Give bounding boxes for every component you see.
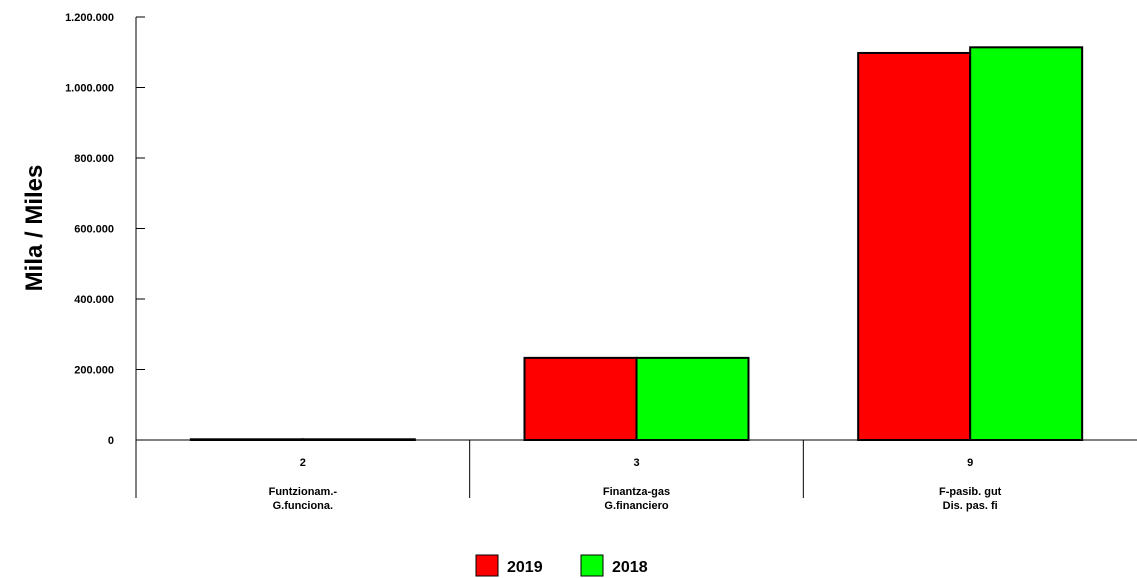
y-tick-label: 1.000.000	[65, 83, 114, 95]
bar-2018-2	[301, 438, 416, 442]
bar-2019-3	[523, 356, 638, 441]
category-name-label: Finantza-gas	[603, 486, 670, 498]
y-tick-label: 1.200.000	[65, 12, 114, 24]
bars	[189, 46, 1084, 442]
y-tick-label: 0	[108, 435, 114, 447]
bar-2018-3	[635, 356, 750, 441]
y-tick-label: 400.000	[74, 294, 114, 306]
legend-swatch-2019	[475, 554, 499, 577]
y-axis-label: Mila / Miles	[21, 165, 48, 292]
category-code-label: 2	[300, 457, 306, 469]
bar-2019-2	[189, 438, 304, 442]
category-code-label: 3	[633, 457, 639, 469]
category-name-label: G.financiero	[604, 500, 668, 512]
legend-label: 2018	[612, 559, 648, 576]
category-name-label: Dis. pas. fi	[943, 500, 998, 512]
y-tick-label: 800.000	[74, 153, 114, 165]
y-tick-label: 600.000	[74, 224, 114, 236]
bar-2019-9	[857, 51, 972, 442]
category-name-label: G.funciona.	[273, 500, 334, 512]
bar-2018-9	[969, 46, 1084, 441]
x-axis: 2 Funtzionam.- G.funciona. 3 Finantza-gas G.f…	[136, 439, 1137, 512]
legend-label: 2019	[507, 559, 543, 576]
category-name-label: F-pasib. gut	[939, 486, 1002, 498]
legend: 2019 2018	[475, 554, 648, 577]
y-tick-label: 200.000	[74, 365, 114, 377]
legend-swatch-2018	[580, 554, 604, 577]
y-axis: 0 200.000 400.000 600.000 800.000 1.000.000 1.…	[65, 12, 145, 498]
category-code-label: 9	[967, 457, 973, 469]
category-name-label: Funtzionam.-	[269, 486, 338, 498]
